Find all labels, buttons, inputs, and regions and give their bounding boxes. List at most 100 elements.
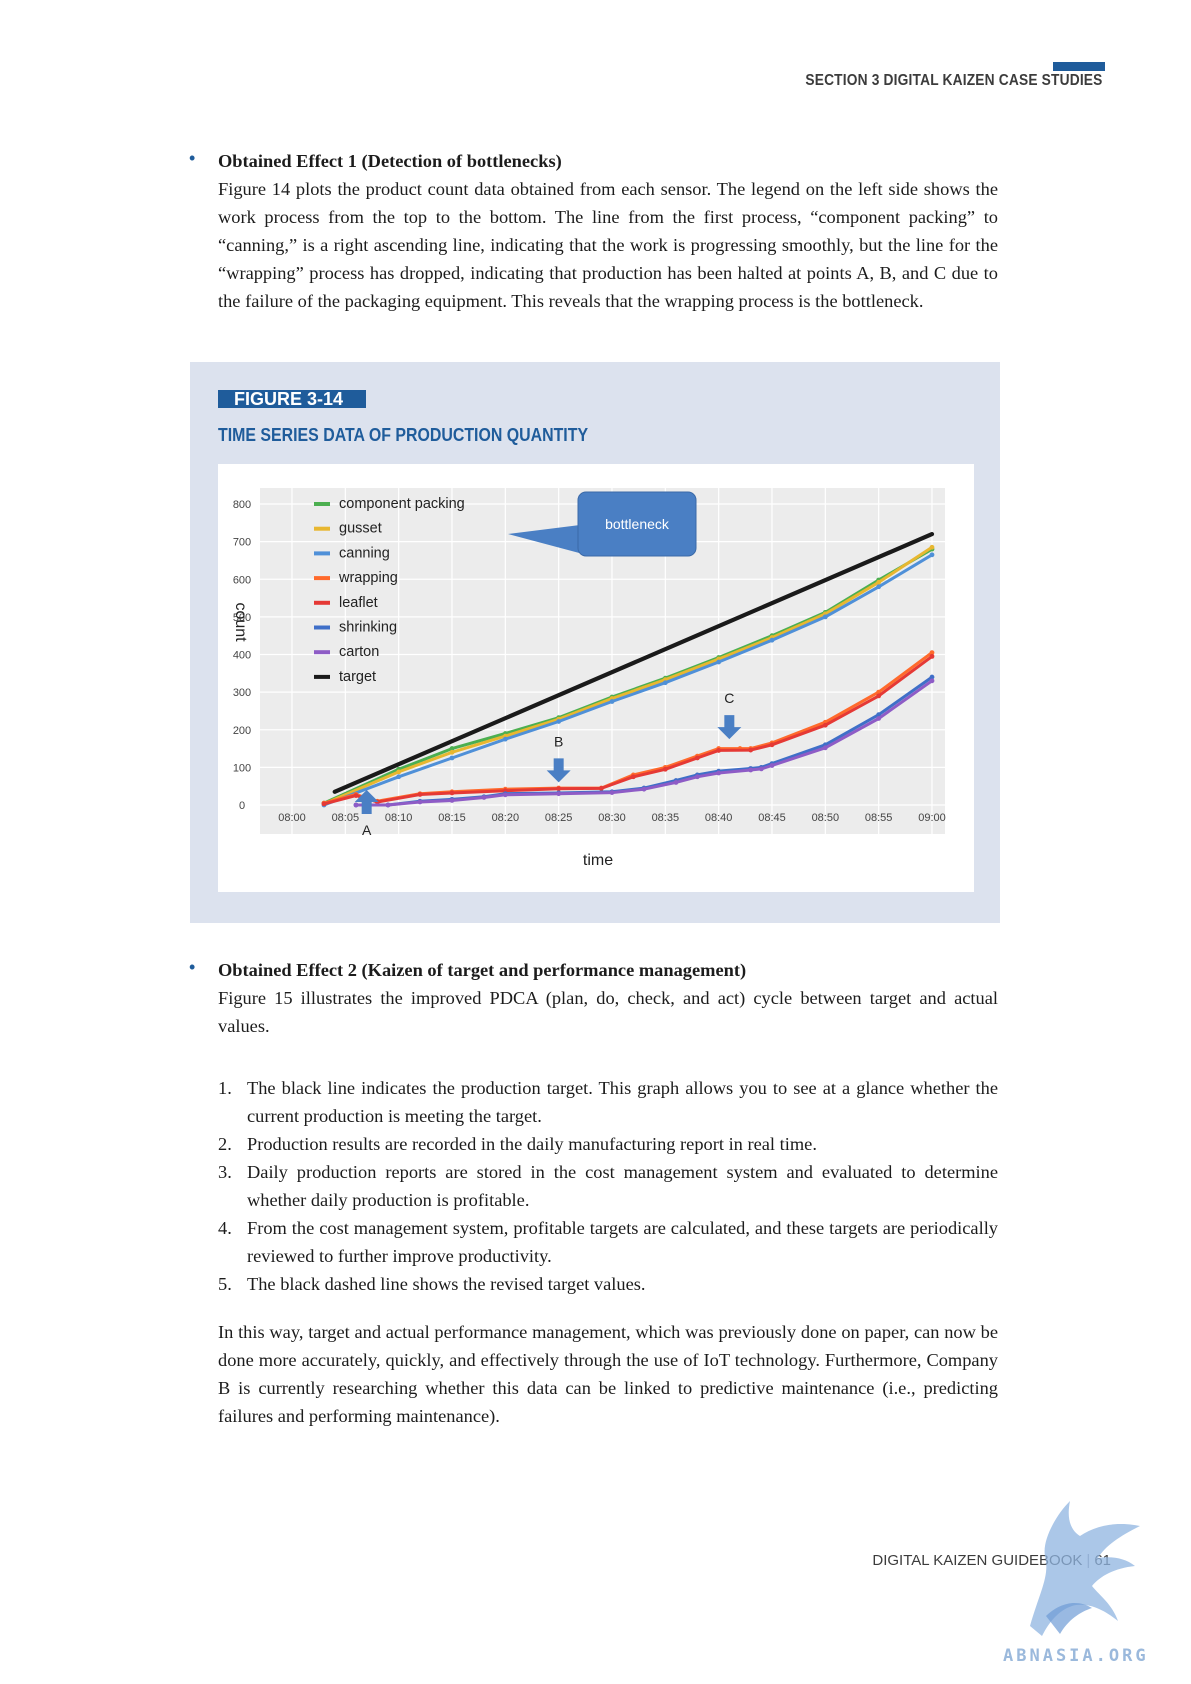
legend-label: leaflet [339, 595, 378, 611]
data-point [876, 716, 882, 721]
data-point [876, 579, 882, 585]
data-point [748, 767, 754, 773]
data-point [929, 544, 935, 550]
list-item: 1. The black line indicates the productio… [218, 1074, 998, 1130]
bullet-icon: • [189, 957, 196, 977]
data-point [694, 774, 700, 780]
x-tick-label: 08:45 [758, 812, 786, 824]
data-point [716, 770, 722, 776]
list-text: The black line indicates the production … [247, 1078, 998, 1126]
bullet-icon: • [189, 148, 196, 168]
data-point [929, 650, 935, 656]
y-tick-label: 700 [233, 537, 251, 549]
data-point [822, 722, 828, 728]
header-accent-bar [1053, 62, 1105, 71]
legend-swatch [314, 502, 330, 506]
footer-guide-title: DIGITAL KAIZEN GUIDEBOOK [872, 1552, 1083, 1569]
data-point [449, 746, 455, 751]
annotation-label: C [724, 690, 734, 706]
data-point [929, 552, 935, 558]
data-point [929, 653, 935, 659]
y-tick-label: 800 [233, 499, 251, 511]
effect2-body: Figure 15 illustrates the improved PDCA … [218, 988, 998, 1036]
data-point [694, 755, 700, 761]
data-point [449, 755, 455, 761]
legend-label: gusset [339, 521, 382, 537]
x-tick-label: 08:40 [705, 812, 733, 824]
data-point [748, 747, 754, 753]
data-point [321, 801, 327, 807]
data-point [556, 719, 562, 724]
data-point [769, 742, 775, 748]
x-tick-label: 08:15 [438, 812, 466, 824]
watermark-text: ABNASIA.ORG [1003, 1646, 1149, 1666]
legend-swatch [314, 551, 330, 556]
list-number: 5. [218, 1274, 232, 1294]
y-tick-label: 400 [233, 650, 251, 662]
data-point [396, 769, 402, 775]
data-point [502, 792, 508, 798]
x-tick-label: 08:20 [492, 812, 520, 824]
data-point [716, 659, 722, 665]
series-line-carton [354, 679, 934, 807]
data-point [598, 786, 604, 791]
data-point [609, 699, 615, 704]
list-text: From the cost management system, profita… [247, 1218, 998, 1266]
pdca-list: 1. The black line indicates the productio… [218, 1074, 998, 1298]
legend-swatch [314, 625, 330, 630]
annotation-label: B [554, 733, 563, 749]
data-point [630, 774, 636, 780]
effect1-paragraph: Obtained Effect 1 (Detection of bottlene… [218, 147, 998, 315]
list-item: 4. From the cost management system, profi… [218, 1214, 998, 1270]
data-point [876, 693, 882, 699]
production-chart: 0 100 200 300 400 500 600 700 800 08:00 08:05 08:1… [232, 488, 946, 869]
data-point [417, 792, 423, 797]
y-axis-ticks: 0 100 200 300 400 500 600 700 800 [233, 499, 251, 812]
list-item: 2. Production results are recorded in the… [218, 1130, 998, 1158]
figure-title: TIME SERIES DATA OF PRODUCTION QUANTITY [218, 424, 589, 445]
x-tick-label: 08:55 [865, 812, 893, 824]
list-number: 4. [218, 1218, 232, 1238]
list-text: Daily production reports are stored in t… [247, 1162, 998, 1210]
x-tick-label: 08:30 [598, 812, 626, 824]
y-tick-label: 300 [233, 687, 251, 699]
watermark-dragon-icon [1030, 1501, 1140, 1636]
legend-label: canning [339, 545, 390, 561]
data-point [481, 795, 487, 800]
legend-swatch [314, 526, 330, 531]
y-tick-label: 200 [233, 725, 251, 737]
chart-series [321, 531, 935, 808]
data-point [716, 748, 722, 753]
data-point [769, 637, 775, 643]
effect2-paragraph: Obtained Effect 2 (Kaizen of target and … [218, 956, 998, 1040]
data-point [396, 774, 402, 780]
callout-text: bottleneck [605, 516, 670, 532]
x-tick-label: 08:35 [652, 812, 680, 824]
closing-paragraph: In this way, target and actual performan… [218, 1322, 998, 1426]
data-point [822, 745, 828, 751]
x-axis-ticks: 08:00 08:05 08:10 08:15 08:20 08:25 08:30 08:35… [278, 812, 946, 824]
data-point [822, 614, 828, 620]
x-tick-label: 08:50 [812, 812, 840, 824]
data-point [929, 678, 935, 684]
data-point [556, 786, 562, 792]
y-tick-label: 0 [239, 800, 245, 812]
data-point [353, 793, 359, 798]
y-axis-label: count [232, 602, 249, 642]
list-number: 3. [218, 1162, 232, 1182]
legend-swatch [314, 650, 330, 655]
chart-legend: component packing gusset canning wrapping le… [314, 496, 465, 685]
data-point [758, 766, 764, 772]
data-point [449, 790, 455, 796]
y-tick-label: 500 [233, 612, 251, 624]
effect1-heading: Obtained Effect 1 (Detection of bottlene… [218, 151, 562, 171]
data-point [673, 780, 679, 785]
series-line-gusset [322, 545, 934, 806]
data-point [556, 791, 562, 797]
list-number: 1. [218, 1078, 232, 1098]
x-tick-label: 08:00 [278, 812, 306, 824]
list-text: The black dashed line shows the revised … [247, 1274, 646, 1294]
data-point [417, 799, 423, 805]
data-point [769, 763, 775, 768]
effect1-body: Figure 14 plots the product count data o… [218, 179, 998, 311]
